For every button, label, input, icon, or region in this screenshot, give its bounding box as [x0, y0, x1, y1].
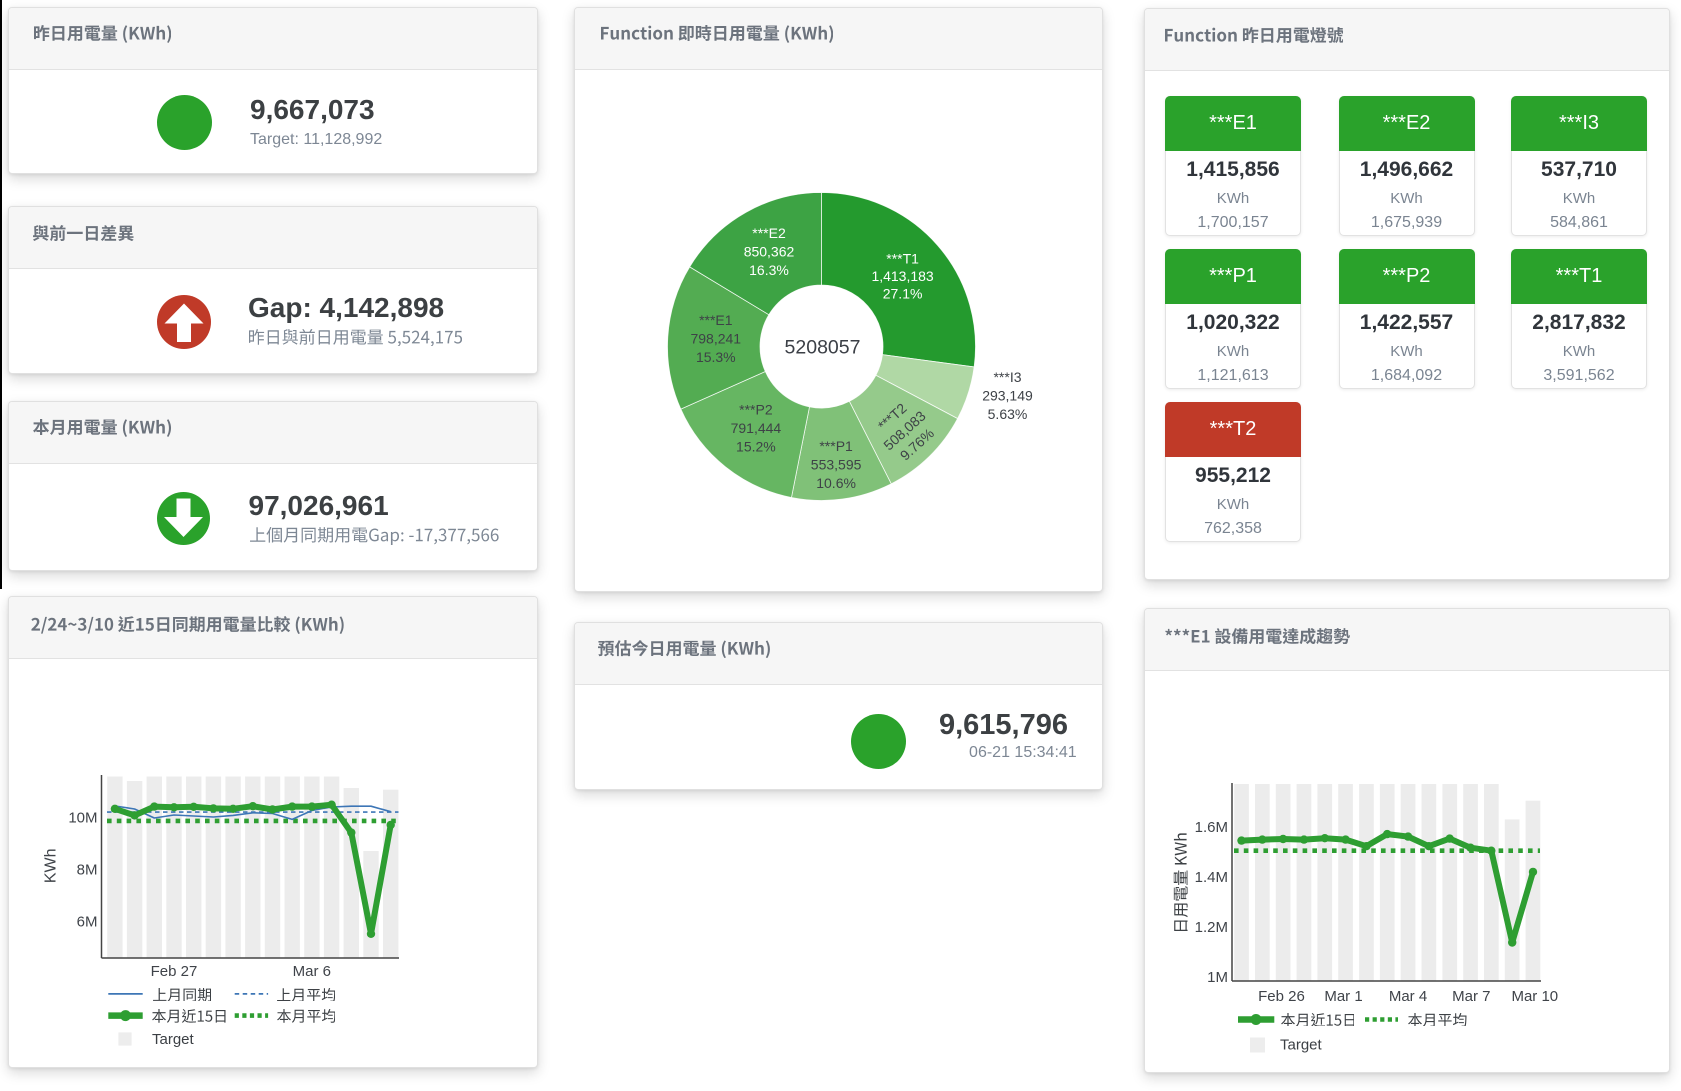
svg-text:553,595: 553,595	[811, 457, 862, 473]
svg-text:8M: 8M	[77, 862, 98, 879]
svg-text:Mar 7: Mar 7	[1452, 988, 1490, 1005]
svg-text:Target: Target	[152, 1031, 195, 1048]
svg-text:***T1: ***T1	[886, 251, 919, 267]
svg-text:Target: Target	[1280, 1037, 1323, 1054]
svg-text:10M: 10M	[68, 810, 97, 827]
svg-text:Mar 1: Mar 1	[1324, 988, 1362, 1005]
svg-text:1.6M: 1.6M	[1195, 819, 1228, 836]
svg-text:***P2: ***P2	[739, 402, 773, 418]
svg-text:10.6%: 10.6%	[816, 475, 856, 491]
svg-text:***P1: ***P1	[819, 438, 853, 454]
svg-text:6M: 6M	[77, 913, 98, 930]
svg-text:1M: 1M	[1207, 969, 1228, 986]
svg-text:293,149: 293,149	[982, 388, 1033, 404]
svg-text:Mar 6: Mar 6	[293, 963, 331, 980]
svg-text:KWh: KWh	[42, 848, 59, 883]
svg-text:***E1: ***E1	[699, 312, 733, 328]
svg-text:850,362: 850,362	[744, 244, 795, 260]
svg-text:1.4M: 1.4M	[1195, 869, 1228, 886]
svg-text:Feb 27: Feb 27	[151, 963, 198, 980]
svg-text:5208057: 5208057	[785, 337, 861, 359]
svg-text:16.3%: 16.3%	[749, 262, 789, 278]
svg-text:***E2: ***E2	[752, 225, 786, 241]
svg-text:Feb 26: Feb 26	[1258, 988, 1305, 1005]
svg-text:27.1%: 27.1%	[883, 286, 923, 302]
svg-text:***I3: ***I3	[993, 369, 1021, 385]
svg-text:1,413,183: 1,413,183	[871, 268, 933, 284]
svg-text:Mar 4: Mar 4	[1389, 988, 1427, 1005]
svg-text:15.3%: 15.3%	[696, 349, 736, 365]
svg-text:1.2M: 1.2M	[1195, 919, 1228, 936]
svg-text:5.63%: 5.63%	[988, 406, 1028, 422]
svg-text:Mar 10: Mar 10	[1511, 988, 1558, 1005]
svg-text:791,444: 791,444	[731, 420, 782, 436]
svg-text:15.2%: 15.2%	[736, 439, 776, 455]
svg-text:798,241: 798,241	[690, 331, 741, 347]
